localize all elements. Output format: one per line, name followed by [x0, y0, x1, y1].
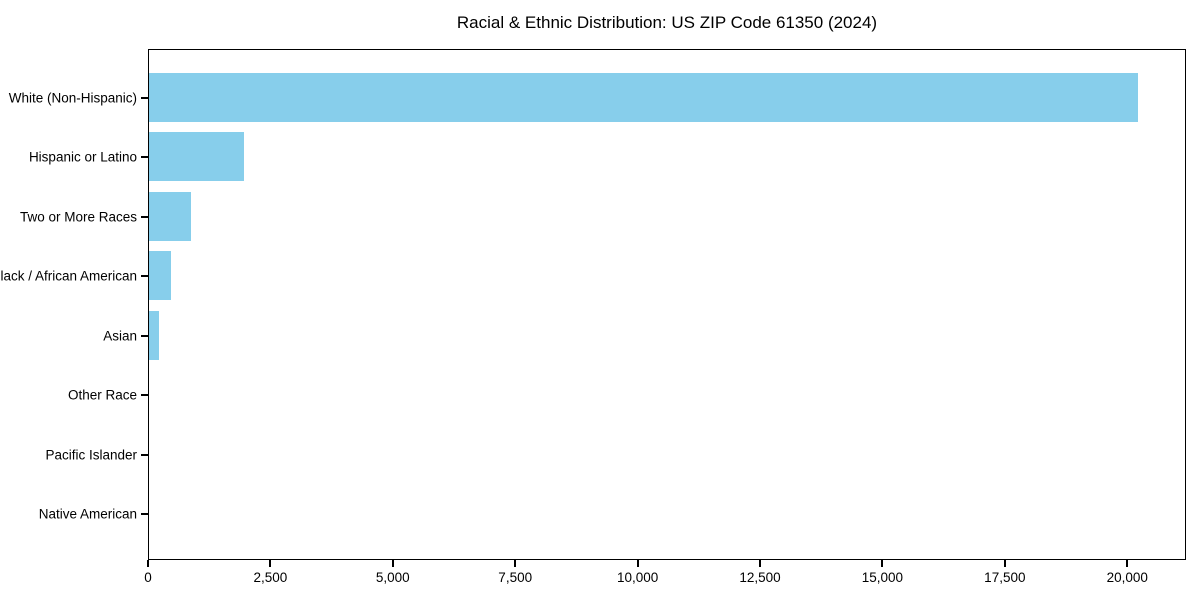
- y-tick-label: Asian: [103, 328, 137, 343]
- bar-hispanic-or-latino: [149, 132, 245, 181]
- y-tick-mark: [141, 513, 148, 515]
- x-tick-label: 5,000: [375, 570, 410, 585]
- bar-asian: [149, 310, 159, 360]
- y-tick-label: Hispanic or Latino: [28, 149, 137, 165]
- y-tick-mark: [141, 156, 148, 158]
- x-tick-mark: [147, 560, 149, 567]
- y-tick-mark: [141, 215, 148, 218]
- y-tick-label: Other Race: [67, 387, 137, 403]
- y-tick-label: Two or More Races: [19, 209, 137, 224]
- y-tick-mark: [141, 275, 148, 277]
- x-tick-mark: [881, 560, 884, 567]
- x-tick-mark: [1003, 560, 1006, 567]
- y-tick-mark: [141, 453, 148, 456]
- y-tick-label: Native American: [38, 506, 137, 522]
- x-tick-label: 10,000: [616, 570, 659, 585]
- y-tick-label: Black / African American: [0, 268, 137, 284]
- bar-two-or-more-races: [149, 191, 191, 241]
- plot-area: [148, 49, 1186, 560]
- y-tick-label: White (Non-Hispanic): [8, 90, 137, 105]
- chart-title: Racial & Ethnic Distribution: US ZIP Cod…: [456, 13, 878, 32]
- y-tick-mark: [141, 394, 148, 396]
- bar-white-non-hispanic: [149, 72, 1139, 122]
- y-tick-mark: [141, 96, 148, 99]
- x-tick-label: 17,500: [984, 570, 1026, 585]
- x-tick-mark: [759, 560, 762, 567]
- x-tick-mark: [391, 560, 394, 567]
- x-tick-label: 20,000: [1106, 570, 1148, 585]
- x-tick-label: 7,500: [498, 570, 533, 585]
- x-tick-label: 2,500: [253, 570, 288, 585]
- x-tick-mark: [269, 560, 272, 567]
- x-tick-mark: [1126, 560, 1129, 567]
- x-tick-label: 15,000: [861, 570, 904, 585]
- x-tick-label: 0: [144, 570, 152, 585]
- y-tick-mark: [141, 334, 148, 337]
- x-tick-mark: [636, 560, 639, 567]
- x-tick-label: 12,500: [739, 570, 781, 585]
- bar-black-african-american: [149, 251, 172, 300]
- y-tick-label: Pacific Islander: [45, 447, 137, 462]
- x-tick-mark: [514, 560, 517, 567]
